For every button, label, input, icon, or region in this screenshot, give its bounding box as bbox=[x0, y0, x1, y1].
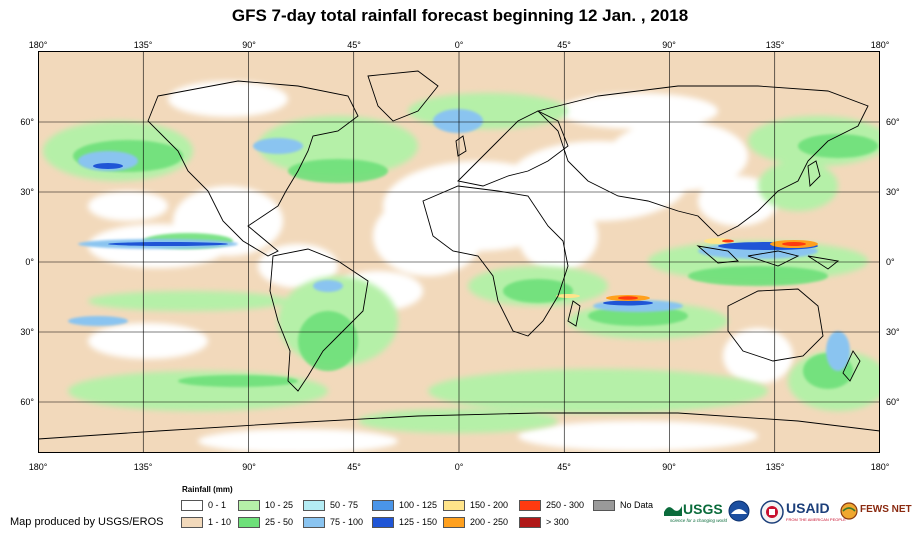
lat-label-left: 0° bbox=[25, 257, 34, 267]
africa-outline bbox=[422, 185, 569, 337]
lon-label-bottom: 135° bbox=[133, 462, 153, 472]
lon-label-bottom: 135° bbox=[765, 462, 785, 472]
usgs-wordmark: USGS bbox=[683, 501, 723, 517]
greenland-outline bbox=[367, 70, 439, 122]
legend-label: No Data bbox=[620, 500, 654, 510]
lat-label-left: 60° bbox=[20, 117, 34, 127]
legend-swatch bbox=[519, 500, 541, 511]
legend-swatch bbox=[303, 500, 325, 511]
lon-label-top: 45° bbox=[347, 40, 361, 50]
usaid-tagline: FROM THE AMERICAN PEOPLE bbox=[786, 517, 846, 522]
europe-outline bbox=[457, 110, 569, 187]
antarctica-outline bbox=[38, 412, 880, 440]
lon-label-bottom: 180° bbox=[28, 462, 48, 472]
lon-label-bottom: 45° bbox=[557, 462, 571, 472]
legend-swatch bbox=[372, 517, 394, 528]
lon-label-bottom: 90° bbox=[662, 462, 676, 472]
fews-net-logo: FEWS NET bbox=[840, 500, 916, 526]
legend-label: 25 - 50 bbox=[265, 517, 294, 527]
lon-label-top: 0° bbox=[454, 40, 464, 50]
lat-label-left: 30° bbox=[20, 327, 34, 337]
lon-label-top: 180° bbox=[28, 40, 48, 50]
legend-swatch bbox=[593, 500, 615, 511]
lat-label-right: 30° bbox=[886, 327, 900, 337]
lon-label-top: 90° bbox=[662, 40, 676, 50]
legend-swatch bbox=[303, 517, 325, 528]
lon-label-top: 90° bbox=[242, 40, 256, 50]
legend-title: Rainfall (mm) bbox=[182, 485, 233, 494]
lon-label-bottom: 45° bbox=[347, 462, 361, 472]
graticule bbox=[38, 51, 880, 453]
legend-label: 200 - 250 bbox=[470, 517, 509, 527]
coastlines bbox=[38, 70, 880, 440]
maritime-continent-outline bbox=[696, 245, 840, 270]
lon-label-bottom: 0° bbox=[454, 462, 464, 472]
rain-heavy-hotspots bbox=[556, 238, 818, 301]
noaa-icon bbox=[728, 500, 750, 522]
legend-swatch bbox=[238, 517, 260, 528]
australia-outline bbox=[727, 288, 824, 362]
lat-label-right: 60° bbox=[886, 117, 900, 127]
asia-outline bbox=[537, 85, 869, 237]
lon-label-top: 180° bbox=[870, 40, 890, 50]
legend-label: > 300 bbox=[546, 517, 569, 527]
state-department-seal-icon bbox=[760, 500, 784, 524]
legend-label: 1 - 10 bbox=[208, 517, 232, 527]
usgs-logo: USGS science for a changing world bbox=[664, 500, 728, 526]
legend-label: 125 - 150 bbox=[399, 517, 438, 527]
uk-outline bbox=[455, 135, 467, 157]
lon-label-top: 135° bbox=[133, 40, 153, 50]
legend-label: 50 - 75 bbox=[330, 500, 359, 510]
madagascar-outline bbox=[567, 300, 581, 327]
south-america-outline bbox=[269, 248, 369, 392]
usaid-wordmark: USAID bbox=[786, 500, 830, 516]
legend-swatch bbox=[372, 500, 394, 511]
lon-label-top: 135° bbox=[765, 40, 785, 50]
lon-label-top: 45° bbox=[557, 40, 571, 50]
legend-label: 10 - 25 bbox=[265, 500, 294, 510]
fews-net-wordmark: FEWS NET bbox=[860, 504, 912, 515]
legend-label: 150 - 200 bbox=[470, 500, 509, 510]
lon-label-bottom: 90° bbox=[242, 462, 256, 472]
legend-label: 75 - 100 bbox=[330, 517, 364, 527]
legend-label: 100 - 125 bbox=[399, 500, 438, 510]
japan-outline bbox=[807, 160, 821, 187]
globe-icon bbox=[840, 502, 858, 520]
lat-label-right: 0° bbox=[886, 257, 895, 267]
legend-swatch bbox=[443, 517, 465, 528]
map-credit: Map produced by USGS/EROS bbox=[10, 516, 164, 528]
rain-25-50-regions bbox=[73, 134, 878, 389]
legend-swatch bbox=[443, 500, 465, 511]
lat-label-left: 60° bbox=[20, 397, 34, 407]
usgs-tagline: science for a changing world bbox=[670, 518, 728, 523]
legend-swatch bbox=[519, 517, 541, 528]
usgs-wave-icon bbox=[664, 506, 682, 516]
usaid-logo: USAID FROM THE AMERICAN PEOPLE bbox=[786, 500, 846, 526]
lat-label-right: 60° bbox=[886, 397, 900, 407]
lon-label-bottom: 180° bbox=[870, 462, 890, 472]
legend-swatch bbox=[238, 500, 260, 511]
rainfall-map bbox=[38, 51, 880, 453]
lat-label-right: 30° bbox=[886, 187, 900, 197]
lat-label-left: 30° bbox=[20, 187, 34, 197]
legend-swatch bbox=[181, 500, 203, 511]
legend-label: 250 - 300 bbox=[546, 500, 585, 510]
north-america-outline bbox=[147, 80, 359, 257]
new-zealand-outline bbox=[842, 350, 861, 382]
map-title: GFS 7-day total rainfall forecast beginn… bbox=[231, 6, 689, 25]
legend-swatch bbox=[181, 517, 203, 528]
map-frame bbox=[38, 51, 880, 453]
dry-regions bbox=[88, 81, 793, 453]
legend-label: 0 - 1 bbox=[208, 500, 227, 510]
